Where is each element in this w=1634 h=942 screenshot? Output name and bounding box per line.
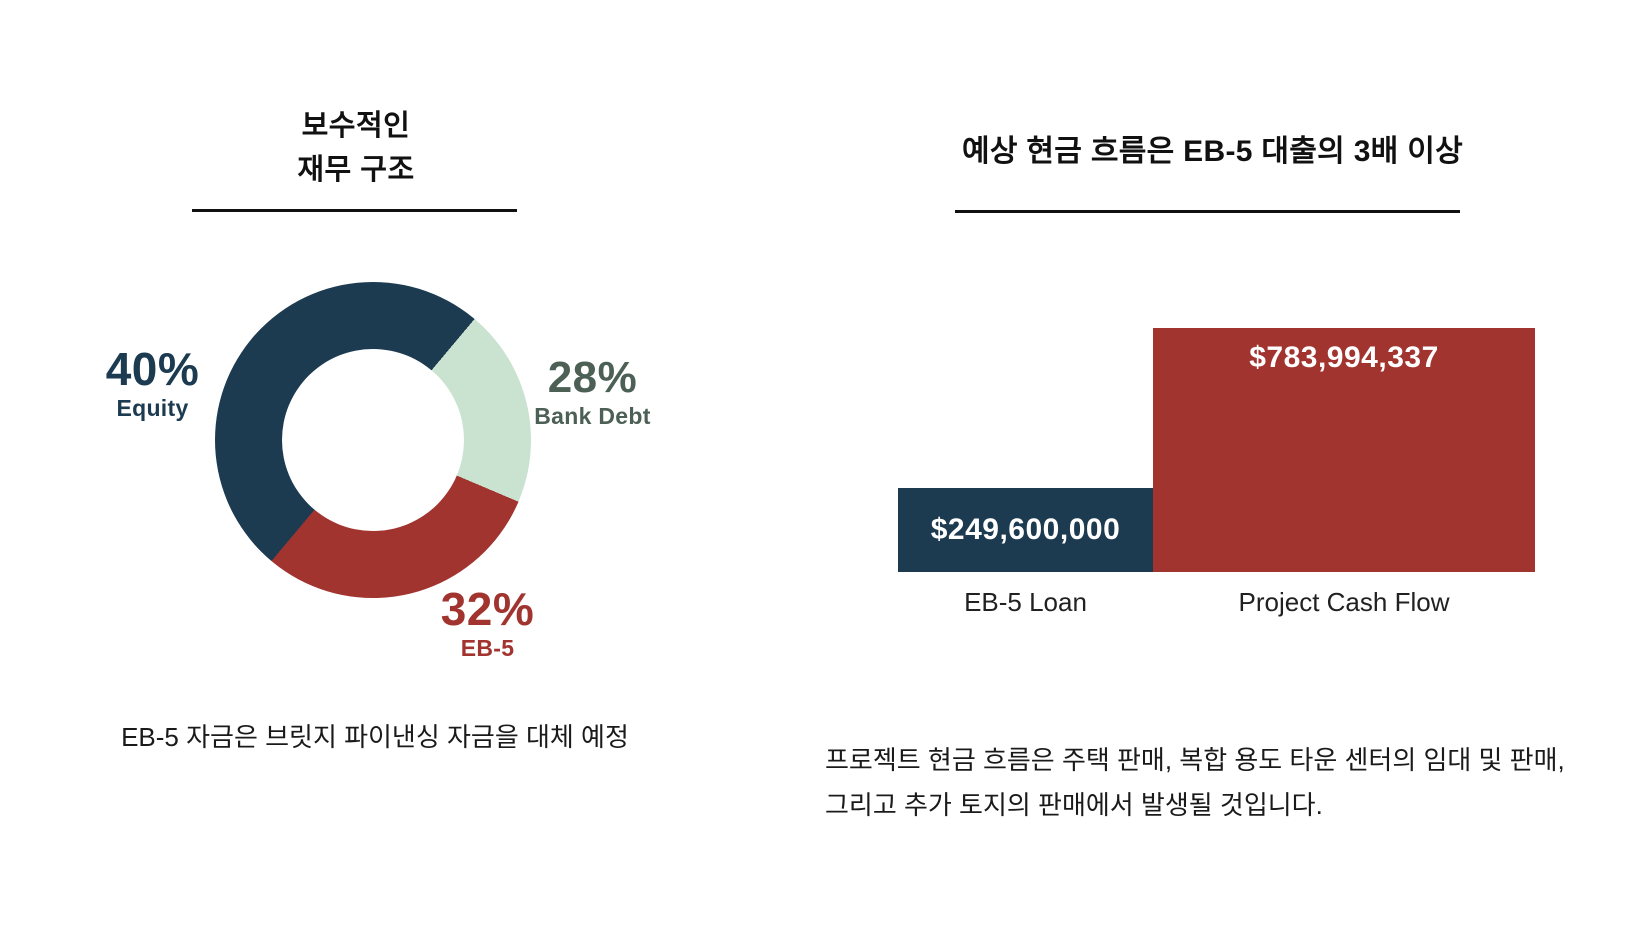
donut-label-eb5: 32% EB-5 [395, 583, 580, 662]
donut-label-bank-debt: 28% Bank Debt [500, 353, 685, 430]
right-caption-line1: 프로젝트 현금 흐름은 주택 판매, 복합 용도 타운 센터의 임대 및 판매, [825, 745, 1565, 775]
left-title-underline [192, 209, 517, 212]
donut-chart [215, 282, 531, 598]
category-label-eb5-loan: EB-5 Loan [964, 587, 1087, 617]
right-caption: 프로젝트 현금 흐름은 주택 판매, 복합 용도 타운 센터의 임대 및 판매,… [825, 744, 1585, 834]
category-label-project-cash-flow: Project Cash Flow [1238, 587, 1450, 617]
right-caption-line2: 그리고 추가 토지의 판매에서 발생될 것입니다. [825, 790, 1323, 820]
donut-label-equity: 40% Equity [60, 345, 245, 421]
bar-project-cash-flow-value: $783,994,337 [1249, 341, 1439, 374]
bar-eb5-loan-value: $249,600,000 [930, 513, 1121, 546]
donut-hole [282, 349, 464, 531]
left-chart-title-line2: 재무 구조 [297, 154, 415, 186]
bank-debt-percent: 28% [547, 353, 638, 402]
right-title-underline [955, 210, 1460, 213]
bar-project-cash-flow: $783,994,337 [1153, 328, 1535, 572]
eb5-name: EB-5 [460, 635, 515, 661]
left-chart-title: 보수적인 재무 구조 [186, 104, 526, 192]
equity-name: Equity [116, 395, 189, 421]
eb5-percent: 32% [440, 583, 535, 635]
equity-percent: 40% [105, 343, 200, 395]
left-caption: EB-5 자금은 브릿지 파이낸싱 자금을 대체 예정 [121, 722, 629, 752]
right-chart-title: 예상 현금 흐름은 EB-5 대출의 3배 이상 [961, 135, 1464, 168]
left-chart-title-line1: 보수적인 [301, 110, 411, 142]
bar-eb5-loan: $249,600,000 [898, 488, 1153, 572]
bank-debt-name: Bank Debt [534, 403, 651, 429]
